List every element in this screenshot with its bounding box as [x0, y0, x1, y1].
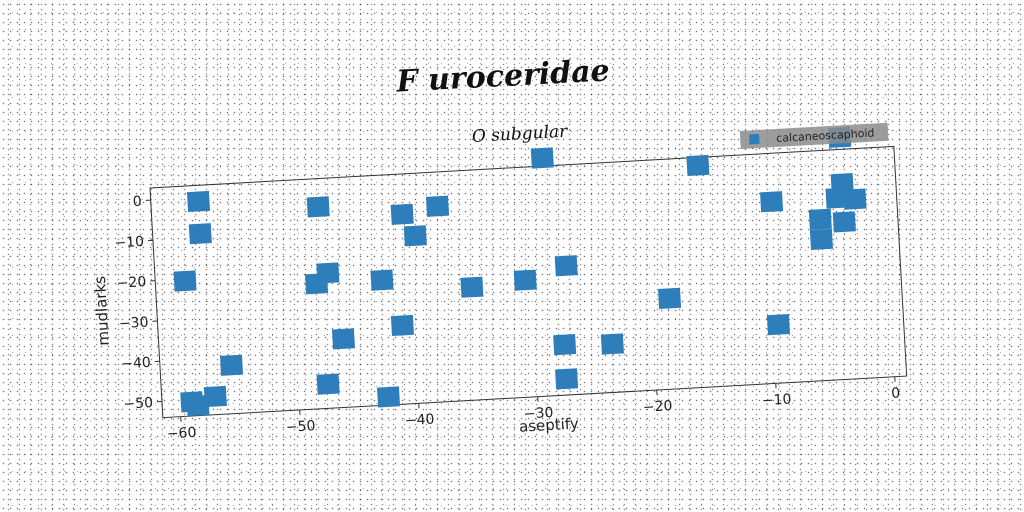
data-point: [173, 270, 197, 292]
data-point: [657, 287, 682, 309]
data-point: [825, 187, 849, 209]
data-points: [173, 126, 867, 417]
data-point: [766, 314, 790, 336]
data-point: [554, 255, 578, 277]
legend-label: calcaneoscaphoid: [776, 126, 875, 144]
data-point: [220, 354, 244, 376]
data-point: [555, 368, 579, 390]
data-point: [426, 195, 450, 217]
data-point: [186, 190, 211, 213]
x-axis-label: aseptify: [519, 414, 580, 435]
y-tick-label: 0: [132, 194, 142, 210]
x-tick-label: −30: [523, 405, 553, 423]
data-point: [760, 191, 784, 213]
data-point: [304, 273, 329, 295]
data-point: [188, 223, 212, 245]
data-point: [370, 269, 394, 291]
data-point: [686, 154, 710, 177]
data-point: [832, 211, 856, 233]
data-point: [530, 147, 554, 169]
data-point: [809, 228, 833, 250]
legend: calcaneoscaphoid: [739, 122, 889, 149]
x-tick-label: −50: [285, 418, 315, 436]
y-axis-ticks: 0 −10 −20 −30 −40 −50: [114, 194, 162, 413]
y-tick-label: −50: [123, 395, 153, 413]
legend-marker: [748, 133, 760, 145]
data-point: [403, 225, 427, 247]
data-point: [390, 314, 414, 337]
data-point: [331, 328, 356, 350]
chart-title: F uroceridae: [395, 53, 611, 99]
data-point: [306, 196, 330, 218]
x-tick-label: −40: [404, 411, 434, 429]
x-tick-label: −60: [166, 425, 196, 443]
data-point: [808, 208, 832, 230]
data-point: [553, 334, 577, 356]
data-point: [513, 269, 537, 291]
data-point: [600, 333, 624, 355]
data-point: [460, 276, 484, 298]
plot-frame: [149, 145, 908, 419]
data-point: [316, 373, 340, 395]
data-point: [390, 203, 414, 225]
y-tick-label: −20: [116, 274, 146, 292]
x-tick-label: 0: [891, 385, 901, 401]
data-point: [843, 188, 867, 210]
plot-area: O subgular −60 −50 −40 −30 −20 −10 0 0 −10 −20 −3…: [91, 122, 908, 442]
x-tick-label: −10: [762, 392, 792, 410]
x-axis-ticks: −60 −50 −40 −30 −20 −10 0: [166, 376, 901, 442]
data-point: [203, 385, 227, 408]
x-tick-label: −20: [642, 398, 672, 416]
y-axis-label: mudlarks: [91, 275, 113, 346]
y-tick-label: −30: [119, 314, 149, 332]
data-point: [376, 386, 401, 408]
y-tick-label: −10: [114, 234, 144, 252]
legend-box: [739, 122, 889, 149]
y-tick-label: −40: [121, 355, 151, 373]
data-point: [186, 394, 210, 417]
chart-subtitle: O subgular: [471, 122, 568, 147]
